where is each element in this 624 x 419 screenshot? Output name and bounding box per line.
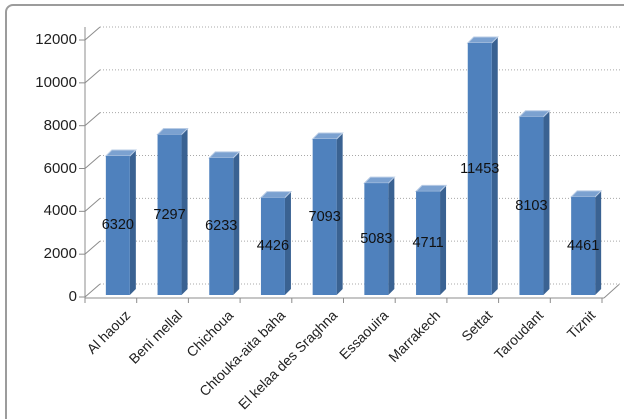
bar-front-face xyxy=(105,155,130,295)
data-label: 6233 xyxy=(205,218,238,235)
data-label: 5083 xyxy=(360,231,393,248)
bar-side-face xyxy=(491,37,498,296)
y-axis-tick-label: 6000 xyxy=(43,159,77,177)
bar-front-face xyxy=(467,43,492,296)
bar-top-face xyxy=(363,176,396,184)
wall-connector xyxy=(84,240,101,255)
bar-side-face xyxy=(336,132,343,295)
bar-top-face xyxy=(311,132,344,140)
data-label: 11453 xyxy=(460,161,500,178)
bar-top-face xyxy=(156,127,189,135)
wall-connector xyxy=(84,69,101,84)
data-label: 4426 xyxy=(256,238,290,255)
bar-front-face xyxy=(364,183,389,295)
data-label: 7093 xyxy=(308,208,341,225)
bar-side-face xyxy=(181,128,188,295)
wall-connector xyxy=(84,112,101,127)
bar-top-face xyxy=(518,110,551,118)
y-axis-tick-label: 2000 xyxy=(43,245,77,263)
bar-front-face xyxy=(312,138,337,295)
bar-front-face xyxy=(209,157,234,295)
floor-right-edge xyxy=(603,284,620,299)
y-axis-tick-label: 10000 xyxy=(35,73,77,91)
wall-connector xyxy=(84,283,101,298)
y-axis-tick-label: 12000 xyxy=(35,31,77,49)
bar-front-face xyxy=(571,196,596,295)
data-label: 6320 xyxy=(101,217,134,234)
bar-front-face xyxy=(260,197,285,295)
data-label: 4461 xyxy=(567,237,600,254)
bar-side-face xyxy=(543,110,550,295)
bar-top-face xyxy=(259,191,293,199)
y-axis-tick-label: 4000 xyxy=(43,202,77,220)
bar-side-face xyxy=(440,185,447,295)
wall-connector xyxy=(84,26,101,41)
bar-top-face xyxy=(414,184,448,192)
y-axis-tick-label: 8000 xyxy=(43,116,77,134)
bar-side-face xyxy=(388,177,395,295)
bar-front-face xyxy=(416,191,441,295)
y-axis-tick-label: 0 xyxy=(68,288,77,305)
bar-top-face xyxy=(569,190,603,198)
wall-connector xyxy=(84,197,101,212)
bar-side-face xyxy=(595,190,602,295)
bar-top-face xyxy=(104,149,138,157)
bar-side-face xyxy=(284,191,291,295)
bar-top-face xyxy=(208,151,241,159)
bar-top-face xyxy=(466,36,499,44)
bar-front-face xyxy=(157,134,182,295)
bar-side-face xyxy=(129,149,136,295)
wall-connector xyxy=(84,155,101,169)
data-label: 7297 xyxy=(153,206,186,223)
bar-front-face xyxy=(519,116,544,295)
data-label: 4711 xyxy=(412,235,444,252)
data-label: 8103 xyxy=(515,197,548,214)
bar-side-face xyxy=(233,151,240,295)
